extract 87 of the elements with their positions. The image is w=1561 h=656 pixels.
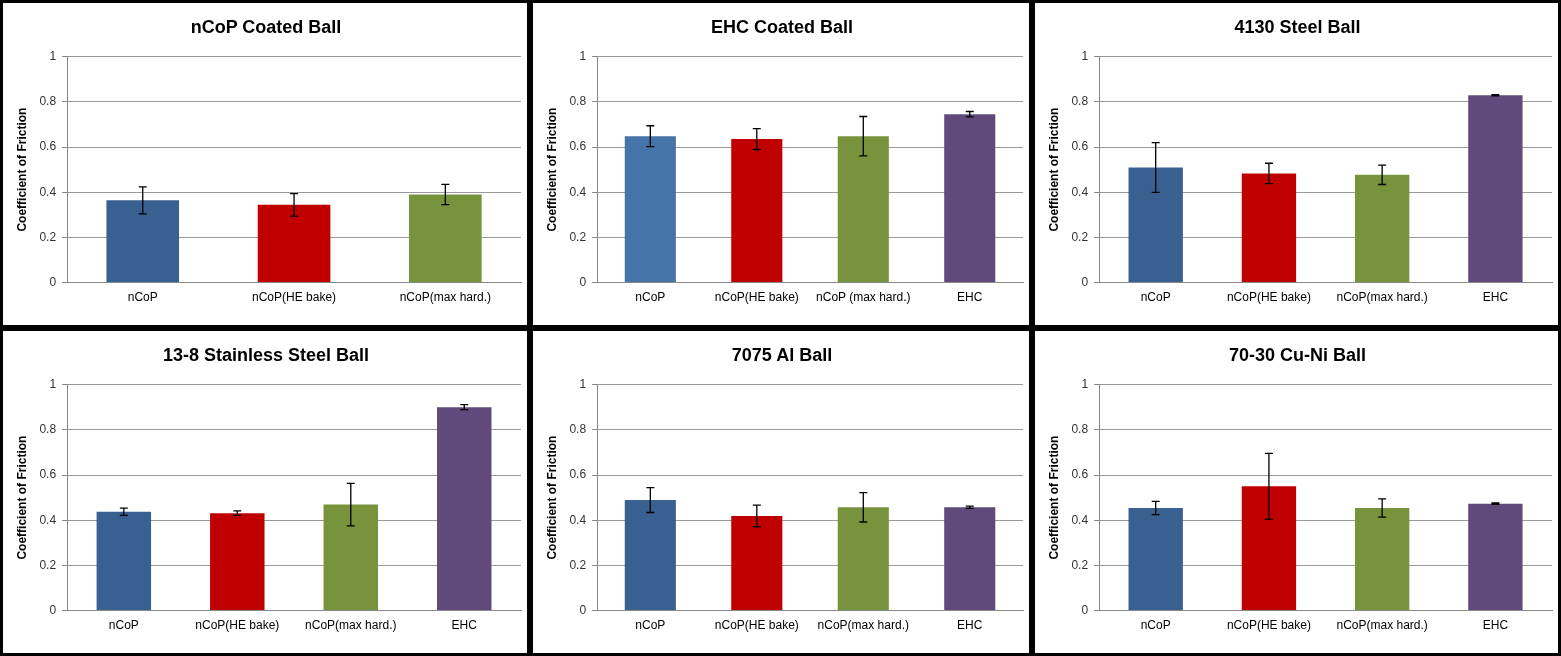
bar [731, 139, 783, 283]
x-tick-label: nCoP(HE bake) [714, 290, 799, 305]
x-tick-label: nCoP(max hard.) [817, 618, 909, 633]
y-axis-title: Coefficient of Friction [14, 435, 29, 560]
y-tick-label: 0 [579, 274, 587, 289]
y-tick-label: 0.8 [569, 94, 587, 109]
chart-title: 4130 Steel Ball [1234, 16, 1361, 37]
x-tick-label: nCoP(max hard.) [1336, 290, 1428, 305]
x-tick-label: nCoP(HE bake) [1226, 290, 1311, 305]
y-tick-label: 0.4 [39, 184, 57, 199]
chart-title: 70-30 Cu-Ni Ball [1228, 344, 1367, 365]
y-tick-label: 1 [1081, 48, 1089, 63]
y-tick-label: 0.4 [1071, 512, 1089, 527]
y-tick-label: 1 [49, 376, 57, 391]
x-tick-label: nCoP(max hard.) [399, 290, 492, 305]
y-tick-label: 0.4 [569, 184, 587, 199]
bar [1354, 508, 1410, 611]
y-tick-label: 1 [49, 48, 57, 63]
y-tick-label: 0.6 [39, 467, 57, 482]
y-tick-label: 0.2 [1071, 557, 1089, 572]
x-tick-label: nCoP (max hard.) [816, 290, 911, 305]
bar [1468, 95, 1523, 283]
y-tick-label: 0 [1081, 602, 1089, 617]
y-tick-label: 0.4 [1071, 184, 1089, 199]
y-tick-label: 0.6 [39, 139, 57, 154]
x-tick-label: nCoP [635, 290, 666, 305]
y-axis-title: Coefficient of Friction [1046, 107, 1061, 232]
y-tick-label: 0.6 [569, 467, 587, 482]
bar [944, 114, 996, 283]
x-tick-label: EHC [451, 618, 478, 633]
x-tick-label: nCoP(HE bake) [714, 618, 799, 633]
x-tick-label: nCoP(HE bake) [252, 290, 337, 305]
y-axis-title: Coefficient of Friction [14, 107, 29, 232]
y-tick-label: 0.2 [39, 557, 57, 572]
y-tick-label: 0 [49, 602, 57, 617]
chart-title: 13-8 Stainless Steel Ball [162, 344, 370, 365]
bar [96, 511, 152, 611]
y-tick-label: 0.8 [1071, 422, 1089, 437]
y-tick-label: 1 [579, 376, 587, 391]
y-tick-label: 0.2 [569, 229, 587, 244]
x-tick-label: EHC [1482, 290, 1509, 305]
bar [323, 504, 379, 611]
y-tick-label: 0.2 [569, 557, 587, 572]
y-tick-label: 1 [579, 48, 587, 63]
y-tick-label: 1 [1081, 376, 1089, 391]
y-tick-label: 0.6 [569, 139, 587, 154]
bar [1354, 174, 1410, 283]
bar [1241, 486, 1297, 611]
chart-title: nCoP Coated Ball [190, 16, 342, 37]
x-tick-label: nCoP(max hard.) [305, 618, 397, 633]
y-tick-label: 0 [49, 274, 57, 289]
y-tick-label: 0.6 [1071, 139, 1089, 154]
y-axis-title: Coefficient of Friction [544, 435, 559, 560]
bar [1128, 167, 1183, 283]
x-tick-label: EHC [957, 290, 983, 305]
bar [1128, 508, 1183, 611]
x-tick-label: nCoP [127, 290, 158, 305]
y-axis-title: Coefficient of Friction [544, 107, 559, 232]
chart-title: 7075 Al Ball [731, 344, 833, 365]
x-tick-label: nCoP [635, 618, 666, 633]
y-tick-label: 0 [579, 602, 587, 617]
bar [624, 136, 676, 283]
y-tick-label: 0.6 [1071, 467, 1089, 482]
y-tick-label: 0.8 [39, 422, 57, 437]
y-tick-label: 0.4 [569, 512, 587, 527]
x-tick-label: nCoP [1140, 618, 1171, 633]
x-tick-label: EHC [957, 618, 983, 633]
x-tick-label: nCoP(HE bake) [1226, 618, 1311, 633]
bar [437, 407, 492, 611]
y-axis-title: Coefficient of Friction [1046, 435, 1061, 560]
y-tick-label: 0 [1081, 274, 1089, 289]
y-tick-label: 0.4 [39, 512, 57, 527]
y-tick-label: 0.8 [1071, 94, 1089, 109]
x-tick-label: EHC [1482, 618, 1509, 633]
y-tick-label: 0.8 [569, 422, 587, 437]
x-tick-label: nCoP [108, 618, 139, 633]
bar [1241, 173, 1297, 283]
x-tick-label: nCoP [1140, 290, 1171, 305]
chart-title: EHC Coated Ball [710, 16, 854, 37]
y-tick-label: 0.2 [1071, 229, 1089, 244]
bar [837, 136, 889, 283]
x-tick-label: nCoP(HE bake) [195, 618, 280, 633]
bar [1468, 503, 1523, 611]
y-tick-label: 0.2 [39, 229, 57, 244]
x-tick-label: nCoP(max hard.) [1336, 618, 1428, 633]
y-tick-label: 0.8 [39, 94, 57, 109]
bar [210, 513, 265, 611]
